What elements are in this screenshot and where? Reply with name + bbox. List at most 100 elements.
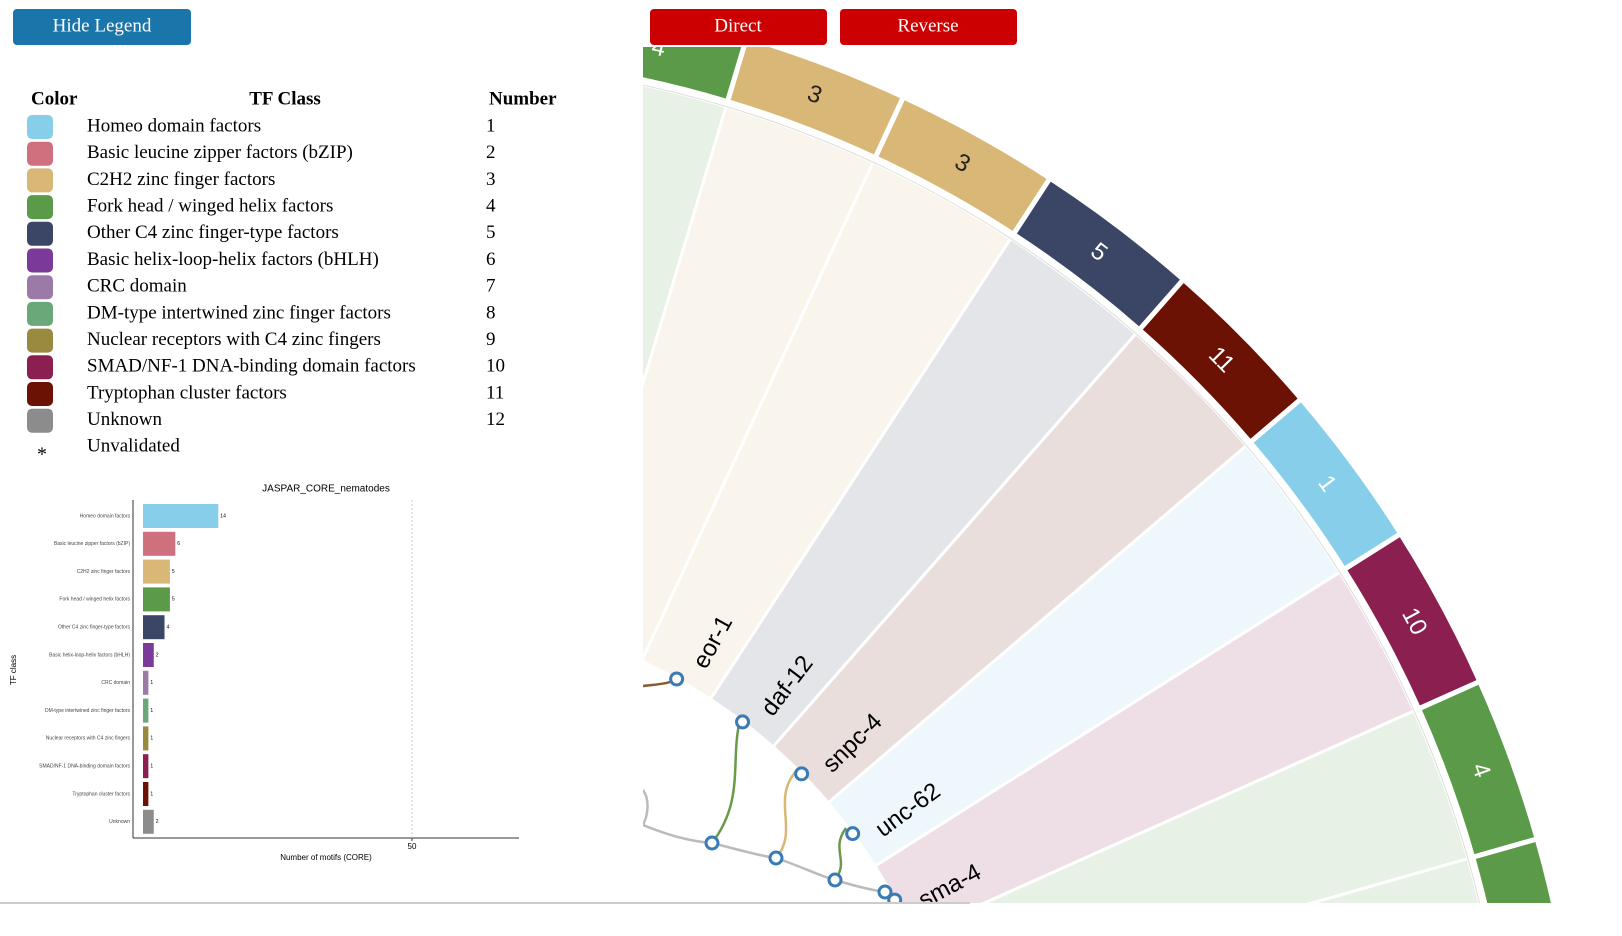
- class-number: 7: [486, 276, 496, 297]
- class-number: 10: [486, 356, 505, 377]
- value-label: 6: [177, 541, 180, 547]
- value-label: 4: [167, 625, 170, 631]
- class-number: 8: [486, 302, 496, 323]
- bar: [143, 754, 149, 779]
- bar: [143, 670, 149, 695]
- value-label: 14: [220, 513, 226, 519]
- class-number: 1: [486, 115, 496, 136]
- class-number: 9: [486, 329, 496, 350]
- color-swatch: [27, 221, 53, 246]
- y-tick-label: C2H2 zinc finger factors: [77, 569, 131, 575]
- color-swatch: [27, 168, 53, 193]
- link: [775, 769, 798, 859]
- node: [877, 884, 893, 900]
- y-axis-label: TF class: [9, 655, 18, 685]
- unvalidated-label: Unvalidated: [87, 435, 180, 456]
- class-number: 6: [486, 249, 496, 270]
- color-swatch: [27, 141, 53, 166]
- class-box: [1469, 835, 1556, 903]
- bar: [143, 643, 154, 667]
- tf-class: CRC domain: [87, 276, 187, 297]
- bar: [143, 726, 149, 751]
- reverse-button[interactable]: Reverse: [840, 9, 1017, 45]
- color-swatch: [27, 408, 53, 433]
- node: [704, 835, 720, 851]
- tf-class: C2H2 zinc finger factors: [87, 169, 275, 190]
- tf-class: Nuclear receptors with C4 zinc fingers: [87, 329, 381, 350]
- value-label: 1: [150, 680, 153, 686]
- outer-arc: [643, 84, 1480, 903]
- y-tick-label: SMAD/NF-1 DNA-binding domain factors: [39, 764, 130, 770]
- color-swatch: [27, 195, 53, 220]
- link: [833, 827, 848, 881]
- color-swatch: [27, 115, 53, 139]
- color-swatch: [27, 275, 53, 300]
- bar: [143, 615, 165, 640]
- value-label: 1: [150, 764, 153, 770]
- value-label: 1: [150, 736, 153, 742]
- class-box: [643, 47, 747, 105]
- tf-class: SMAD/NF-1 DNA-binding domain factors: [87, 356, 416, 377]
- bar: [143, 698, 149, 723]
- bar: [143, 782, 149, 806]
- node: [735, 714, 751, 730]
- y-tick-label: Other C4 zinc finger-type factors: [58, 625, 130, 631]
- button-label: Reverse: [897, 15, 958, 36]
- class-number: 11: [486, 382, 504, 403]
- bar: [143, 587, 170, 612]
- color-swatch: [27, 355, 53, 380]
- hide-legend-button[interactable]: Hide Legend: [13, 9, 191, 45]
- value-label: 1: [150, 791, 153, 797]
- color-swatch: [27, 248, 53, 273]
- y-tick-label: Tryptophan cluster factors: [72, 791, 130, 797]
- node: [768, 850, 784, 866]
- link: [711, 719, 742, 844]
- header: Number: [489, 88, 557, 109]
- class-number: 4: [486, 195, 496, 216]
- x-tick-label: 50: [408, 842, 417, 851]
- node: [827, 872, 843, 888]
- y-tick-label: Homeo domain factors: [80, 513, 131, 519]
- inner-nodes: [704, 835, 893, 900]
- value-label: 2: [156, 652, 159, 658]
- class-number: 5: [486, 222, 496, 243]
- tf-class: DM-type intertwined zinc finger factors: [87, 302, 391, 323]
- node: [845, 826, 861, 842]
- node: [669, 671, 685, 687]
- value-label: 1: [150, 708, 153, 714]
- bar: [143, 809, 154, 834]
- value-label: 5: [172, 597, 175, 603]
- color-swatch: [27, 382, 53, 406]
- class-number: 3: [486, 169, 496, 190]
- value-label: 5: [172, 569, 175, 575]
- bar: [143, 559, 170, 584]
- color-swatch: [27, 328, 53, 353]
- header: Color: [31, 88, 78, 109]
- color-swatch: [27, 301, 53, 326]
- legend-table: Color TF Class Number * Unvalidated Home…: [27, 88, 557, 466]
- tf-class: Homeo domain factors: [87, 115, 261, 136]
- link: [643, 789, 649, 826]
- y-tick-label: Fork head / winged helix factors: [59, 597, 130, 603]
- y-tick-label: DM-type intertwined zinc finger factors: [45, 708, 131, 714]
- tf-class: Basic helix-loop-helix factors (bHLH): [87, 249, 379, 270]
- button-label: Hide Legend: [53, 15, 152, 36]
- node: [887, 892, 903, 903]
- y-tick-label: Unknown: [109, 819, 130, 825]
- tf-class: Other C4 zinc finger-type factors: [87, 222, 339, 243]
- tf-class: Fork head / winged helix factors: [87, 195, 333, 216]
- class-number: 2: [486, 142, 496, 163]
- button-label: Direct: [714, 15, 762, 36]
- tf-class: Basic leucine zipper factors (bZIP): [87, 142, 353, 163]
- y-tick-label: Nuclear receptors with C4 zinc fingers: [46, 736, 131, 742]
- y-tick-label: CRC domain: [101, 680, 130, 686]
- x-axis-label: Number of motifs (CORE): [280, 853, 372, 862]
- value-label: 2: [156, 819, 159, 825]
- direct-button[interactable]: Direct: [650, 9, 827, 45]
- tf-class: Unknown: [87, 409, 162, 430]
- class-number: 12: [486, 409, 505, 430]
- node: [794, 766, 810, 782]
- bar-chart: JASPAR_CORE_nematodes Number of motifs (…: [9, 484, 519, 862]
